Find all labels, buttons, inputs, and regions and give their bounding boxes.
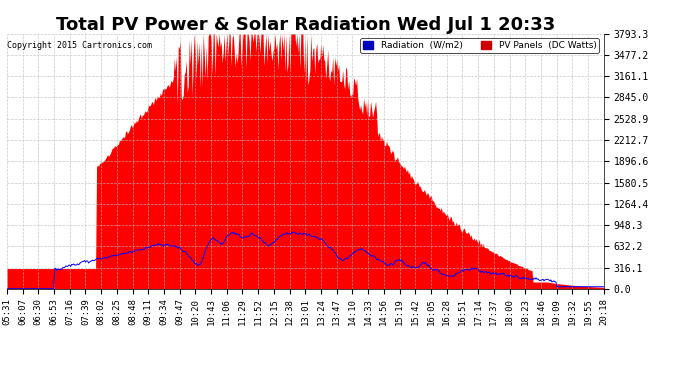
Text: Copyright 2015 Cartronics.com: Copyright 2015 Cartronics.com <box>8 41 152 50</box>
Title: Total PV Power & Solar Radiation Wed Jul 1 20:33: Total PV Power & Solar Radiation Wed Jul… <box>56 16 555 34</box>
Legend: Radiation  (W/m2), PV Panels  (DC Watts): Radiation (W/m2), PV Panels (DC Watts) <box>360 38 599 53</box>
